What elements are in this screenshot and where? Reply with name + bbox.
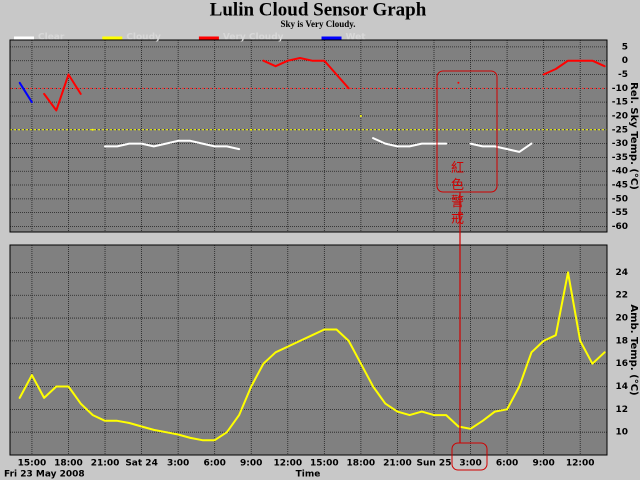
x-tick-label: 15:00 (310, 459, 339, 469)
y-tick-label: 24 (615, 268, 628, 278)
x-tick-label: 21:00 (91, 459, 120, 469)
data-line (18, 271, 606, 442)
y-axis-label: Rel. Sky Temp. (°C) (628, 82, 639, 190)
data-line (18, 81, 33, 104)
x-tick-label: 21:00 (383, 459, 412, 469)
y-tick-label: -30 (612, 139, 628, 149)
x-tick-label: 12:00 (273, 459, 302, 469)
y-tick-label: -10 (612, 84, 628, 94)
y-axis-label: Amb. Temp. (°C) (628, 304, 639, 395)
y-tick-label: 22 (615, 291, 628, 301)
annotation: 紅色警戒 (451, 161, 471, 227)
x-tick-label: 9:00 (240, 459, 262, 469)
plot-border (9, 39, 608, 233)
y-tick-label: 10 (615, 428, 628, 438)
legend-label: Clear (38, 33, 65, 43)
chart-title: Lulin Cloud Sensor Graph (210, 0, 427, 20)
x-tick-label: 15:00 (18, 459, 47, 469)
y-tick-label: -60 (612, 222, 628, 232)
x-axis-label: Time (296, 470, 321, 480)
x-tick-label: 6:00 (496, 459, 518, 469)
y-tick-label: -20 (612, 111, 628, 121)
date-label: Fri 23 May 2008 (4, 470, 85, 480)
x-tick-label: 18:00 (54, 459, 83, 469)
y-tick-label: -15 (612, 98, 628, 108)
plot-border (9, 244, 608, 456)
plot-area (10, 40, 607, 232)
x-tick-label: Sun 25 (417, 459, 452, 469)
y-tick-label: -50 (612, 194, 628, 204)
y-tick-label: 16 (615, 359, 628, 369)
y-tick-label: 18 (615, 336, 628, 346)
y-tick-label: -40 (612, 167, 628, 177)
x-tick-label: 18:00 (347, 459, 376, 469)
y-tick-label: -55 (612, 208, 628, 218)
y-tick-label: -35 (612, 153, 628, 163)
x-tick-label: 3:00 (459, 459, 481, 469)
y-tick-label: -5 (618, 70, 628, 80)
y-tick-label: -25 (612, 125, 628, 135)
chart-subtitle: Sky is Very Cloudy. (280, 19, 355, 29)
x-tick-label: 9:00 (532, 459, 554, 469)
x-tick-label: 6:00 (203, 459, 225, 469)
x-tick-label: Sat 24 (125, 459, 158, 469)
x-tick-label: 12:00 (566, 459, 595, 469)
data-line (43, 57, 606, 112)
y-tick-label: 20 (615, 314, 628, 324)
legend-label: Very Cloudy (223, 33, 284, 43)
y-tick-label: 5 (622, 42, 628, 52)
y-tick-label: 14 (615, 382, 628, 392)
y-tick-label: -45 (612, 181, 628, 191)
x-tick-label: 3:00 (167, 459, 189, 469)
y-tick-label: 0 (622, 56, 628, 66)
data-line (91, 115, 362, 131)
legend-label: Cloudy (126, 33, 161, 43)
y-tick-label: 12 (615, 405, 628, 415)
plot-area (10, 245, 607, 455)
legend-label: Wet (346, 33, 367, 43)
